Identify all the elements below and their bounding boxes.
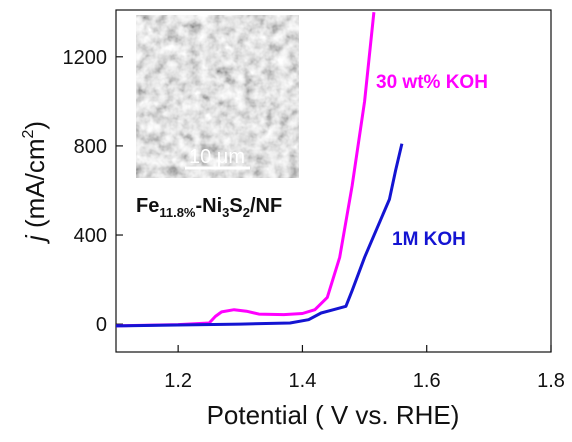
label-part: S	[229, 195, 242, 217]
x-tick-label: 1.4	[289, 370, 317, 392]
scale-bar-label: 10 μm	[189, 146, 245, 168]
y-tick-label: 0	[96, 314, 107, 336]
series-label: 1M KOH	[392, 229, 466, 250]
label-part: Fe	[136, 195, 159, 217]
label-sub: 2	[243, 205, 250, 220]
x-axis-title: Potential ( V vs. RHE)	[207, 400, 460, 430]
label-sub: 3	[222, 205, 229, 220]
y-title-part: )	[20, 121, 50, 130]
series-label: 30 wt% KOH	[376, 72, 488, 93]
y-title-sup: 2	[20, 130, 37, 139]
y-title-part: (mA/cm	[20, 139, 50, 236]
label-part: -Ni	[196, 195, 223, 217]
label-part: /NF	[250, 195, 282, 217]
y-tick-label: 800	[74, 136, 107, 158]
chart: 10 μm Fe11.8%-Ni3S2/NF 30 wt% KOH 1M KOH…	[0, 0, 572, 437]
x-tick-label: 1.2	[164, 370, 192, 392]
y-tick-label: 400	[74, 225, 107, 247]
y-axis-title: j (mA/cm2)	[20, 121, 50, 244]
x-tick-label: 1.8	[537, 370, 565, 392]
sample-label: Fe11.8%-Ni3S2/NF	[136, 195, 282, 220]
y-tick-label: 1200	[63, 47, 108, 69]
x-tick-label: 1.6	[413, 370, 441, 392]
label-sub: 11.8%	[159, 205, 196, 220]
